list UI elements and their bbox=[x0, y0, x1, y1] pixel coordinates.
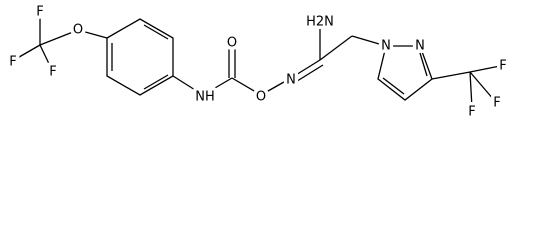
atom-label: F bbox=[9, 55, 16, 70]
atom-label: N bbox=[381, 39, 391, 54]
bond bbox=[231, 77, 262, 96]
bond bbox=[143, 24, 169, 40]
bond bbox=[39, 44, 53, 71]
bond bbox=[260, 77, 292, 96]
bond bbox=[319, 35, 353, 61]
bond bbox=[419, 52, 428, 77]
structure-diagram: F F F O NH O O H2N N N N F F F bbox=[6, 1, 510, 122]
bond bbox=[293, 64, 324, 84]
atom-label: NH bbox=[195, 90, 215, 105]
atom-label: F bbox=[36, 5, 43, 20]
atom-label: O bbox=[256, 90, 266, 105]
bond bbox=[143, 74, 169, 90]
atom-label: F bbox=[493, 96, 500, 111]
bonds bbox=[13, 14, 501, 109]
bond bbox=[13, 44, 41, 61]
atom-label: F bbox=[49, 65, 56, 80]
bond bbox=[469, 65, 501, 73]
atom-label: N bbox=[286, 73, 296, 88]
atom-label: F bbox=[468, 105, 475, 120]
bond bbox=[172, 75, 204, 96]
bond bbox=[469, 71, 495, 101]
bond bbox=[202, 77, 233, 96]
bond bbox=[39, 29, 79, 46]
atom-labels: F F F O NH O O H2N N N N F F F bbox=[6, 1, 510, 122]
bond bbox=[77, 29, 108, 39]
ring bbox=[106, 18, 174, 96]
bond bbox=[351, 35, 387, 47]
atom-label: H2N bbox=[306, 15, 334, 30]
atom-label: N bbox=[415, 39, 425, 54]
bond bbox=[431, 71, 471, 80]
bond bbox=[469, 71, 473, 109]
bond bbox=[290, 59, 321, 79]
atom-label: O bbox=[73, 23, 83, 38]
bond bbox=[382, 77, 405, 95]
atom-label: O bbox=[227, 36, 237, 51]
ring bbox=[377, 45, 433, 101]
atom-label: F bbox=[499, 59, 506, 74]
